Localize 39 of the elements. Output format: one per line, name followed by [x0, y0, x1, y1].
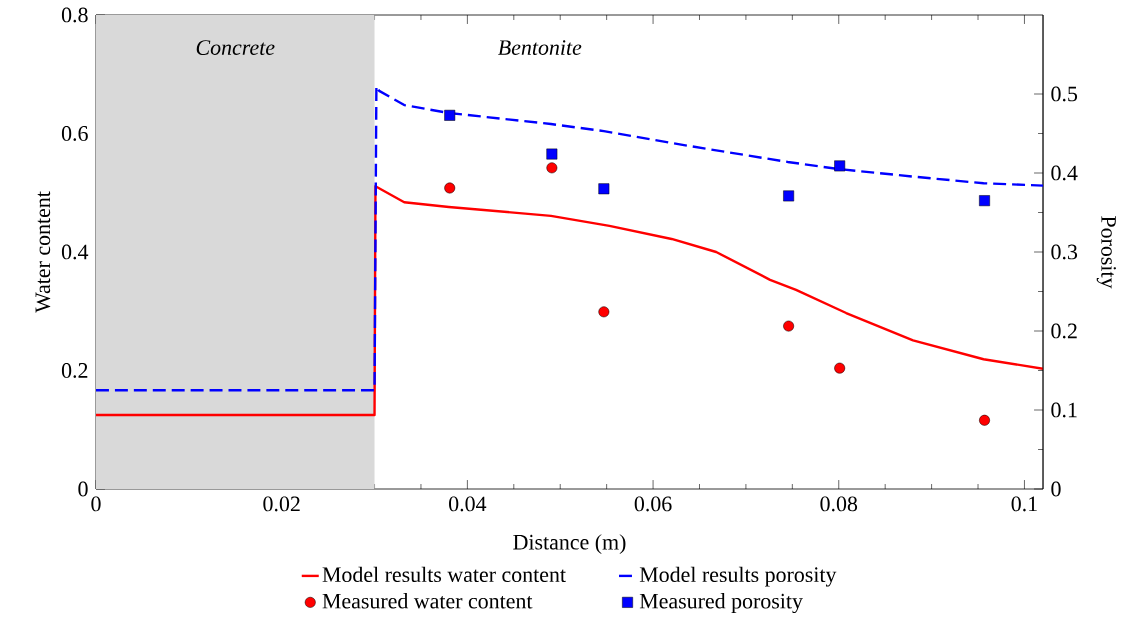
x-tick-label: 0.08 — [820, 496, 858, 512]
line-series — [96, 185, 1044, 417]
legend-label: Model results water content — [322, 566, 566, 583]
point — [979, 195, 990, 207]
y-tick-label: 0.8 — [61, 7, 88, 23]
y-tick-label: 0 — [78, 481, 88, 497]
x-tick-label: 0.1 — [1011, 496, 1037, 512]
point — [546, 148, 558, 160]
point — [546, 162, 558, 174]
y2-tick-label: 0.5 — [1051, 86, 1078, 102]
point — [783, 190, 795, 202]
point — [444, 182, 456, 194]
point — [834, 362, 846, 374]
x-tick-label: 0 — [91, 496, 101, 512]
x-tick-label: 0.02 — [263, 496, 300, 512]
point — [598, 183, 610, 195]
x-axis-title: Distance (m) — [513, 534, 626, 555]
point — [834, 160, 846, 172]
band-label: Concrete — [196, 40, 275, 55]
y-tick-label: 0.6 — [61, 126, 88, 141]
y-axis-title: Water content — [35, 191, 51, 313]
legend-label: Measured porosity — [639, 593, 803, 614]
point — [444, 109, 456, 121]
y-tick-label: 0.2 — [61, 363, 88, 378]
x-tick-label: 0.04 — [449, 496, 487, 512]
legend-label: Model results porosity — [639, 566, 837, 587]
y-tick-label: 0.4 — [61, 244, 89, 260]
y2-tick-label: 0.2 — [1051, 323, 1077, 339]
annotation: Bentonite — [498, 40, 582, 55]
y2-axis-title: Porosity — [1096, 216, 1116, 289]
legend-label: Measured water content — [322, 593, 533, 609]
y2-tick-label: 0.3 — [1051, 244, 1078, 260]
x-tick-label: 0.06 — [634, 496, 672, 512]
y2-tick-label: 0 — [1051, 481, 1061, 497]
y2-tick-label: 0.1 — [1051, 402, 1077, 418]
point — [783, 320, 795, 332]
y2-tick-label: 0.4 — [1051, 165, 1078, 181]
point — [598, 306, 610, 318]
point — [979, 414, 990, 426]
